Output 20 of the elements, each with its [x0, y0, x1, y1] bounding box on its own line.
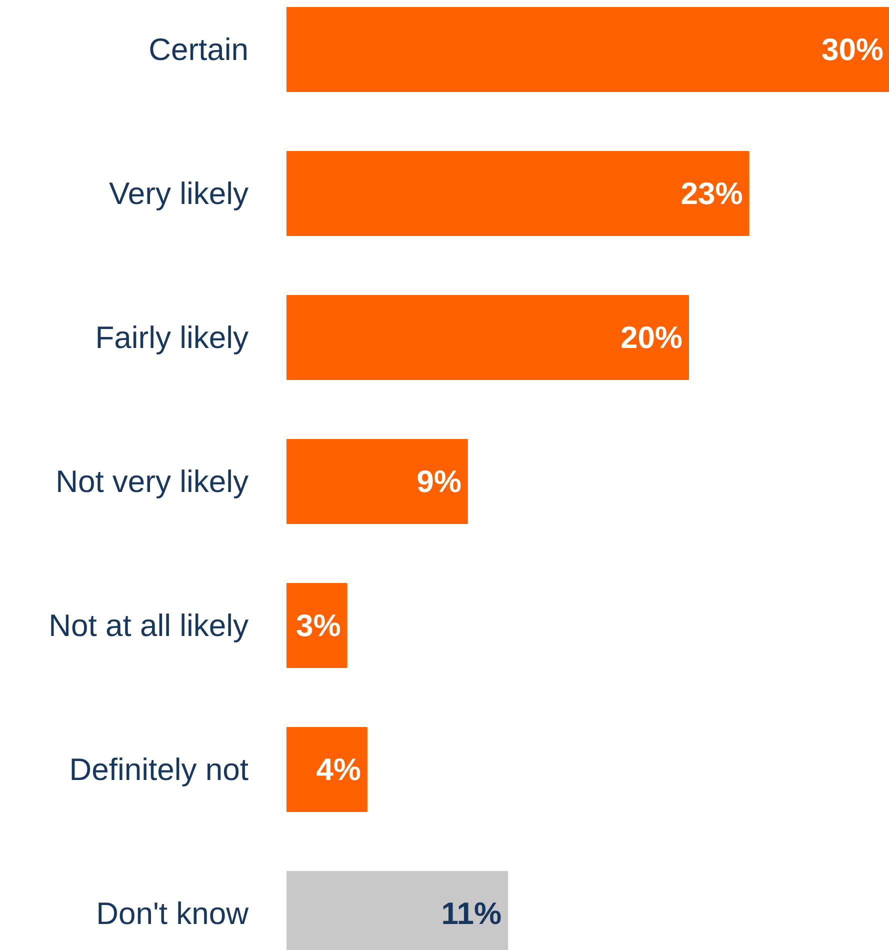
y-tick-label: Definitely not	[69, 752, 249, 787]
data-label: 4%	[316, 752, 361, 787]
data-label: 30%	[821, 32, 884, 67]
bar	[286, 727, 368, 812]
y-tick-label: Not at all likely	[48, 608, 249, 643]
bar	[286, 6, 889, 92]
bar	[286, 583, 348, 668]
y-tick-label: Fairly likely	[95, 320, 249, 355]
y-tick-label: Don't know	[96, 896, 250, 931]
data-label: 11%	[441, 896, 502, 931]
y-tick-label: Not very likely	[56, 464, 249, 499]
bar	[286, 439, 468, 524]
data-label: 23%	[680, 176, 743, 211]
y-tick-label: Very likely	[108, 176, 249, 211]
bar	[286, 150, 750, 236]
data-label: 9%	[416, 464, 462, 499]
bar	[286, 294, 689, 380]
data-label: 3%	[296, 608, 341, 643]
y-tick-label: Certain	[148, 32, 249, 67]
data-label: 20%	[620, 320, 682, 355]
